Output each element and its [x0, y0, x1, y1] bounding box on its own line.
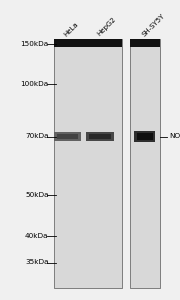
Bar	[54, 132, 81, 141]
Text: HeLa: HeLa	[63, 21, 80, 38]
Text: 70kDa: 70kDa	[25, 134, 49, 140]
Text: 40kDa: 40kDa	[25, 232, 49, 238]
Text: 150kDa: 150kDa	[21, 40, 49, 46]
Bar	[54, 39, 122, 288]
Bar	[130, 39, 160, 46]
Text: 50kDa: 50kDa	[25, 192, 49, 198]
Text: NOP56: NOP56	[169, 134, 180, 140]
Bar	[89, 134, 111, 139]
Bar	[57, 134, 78, 139]
Text: SH-SY5Y: SH-SY5Y	[141, 13, 166, 38]
Text: 35kDa: 35kDa	[25, 260, 49, 266]
Bar	[130, 39, 160, 288]
Bar	[137, 133, 153, 140]
Bar	[86, 132, 114, 141]
Text: HepG2: HepG2	[96, 16, 117, 38]
Text: 100kDa: 100kDa	[21, 81, 49, 87]
Bar	[54, 39, 122, 46]
Bar	[134, 131, 155, 142]
